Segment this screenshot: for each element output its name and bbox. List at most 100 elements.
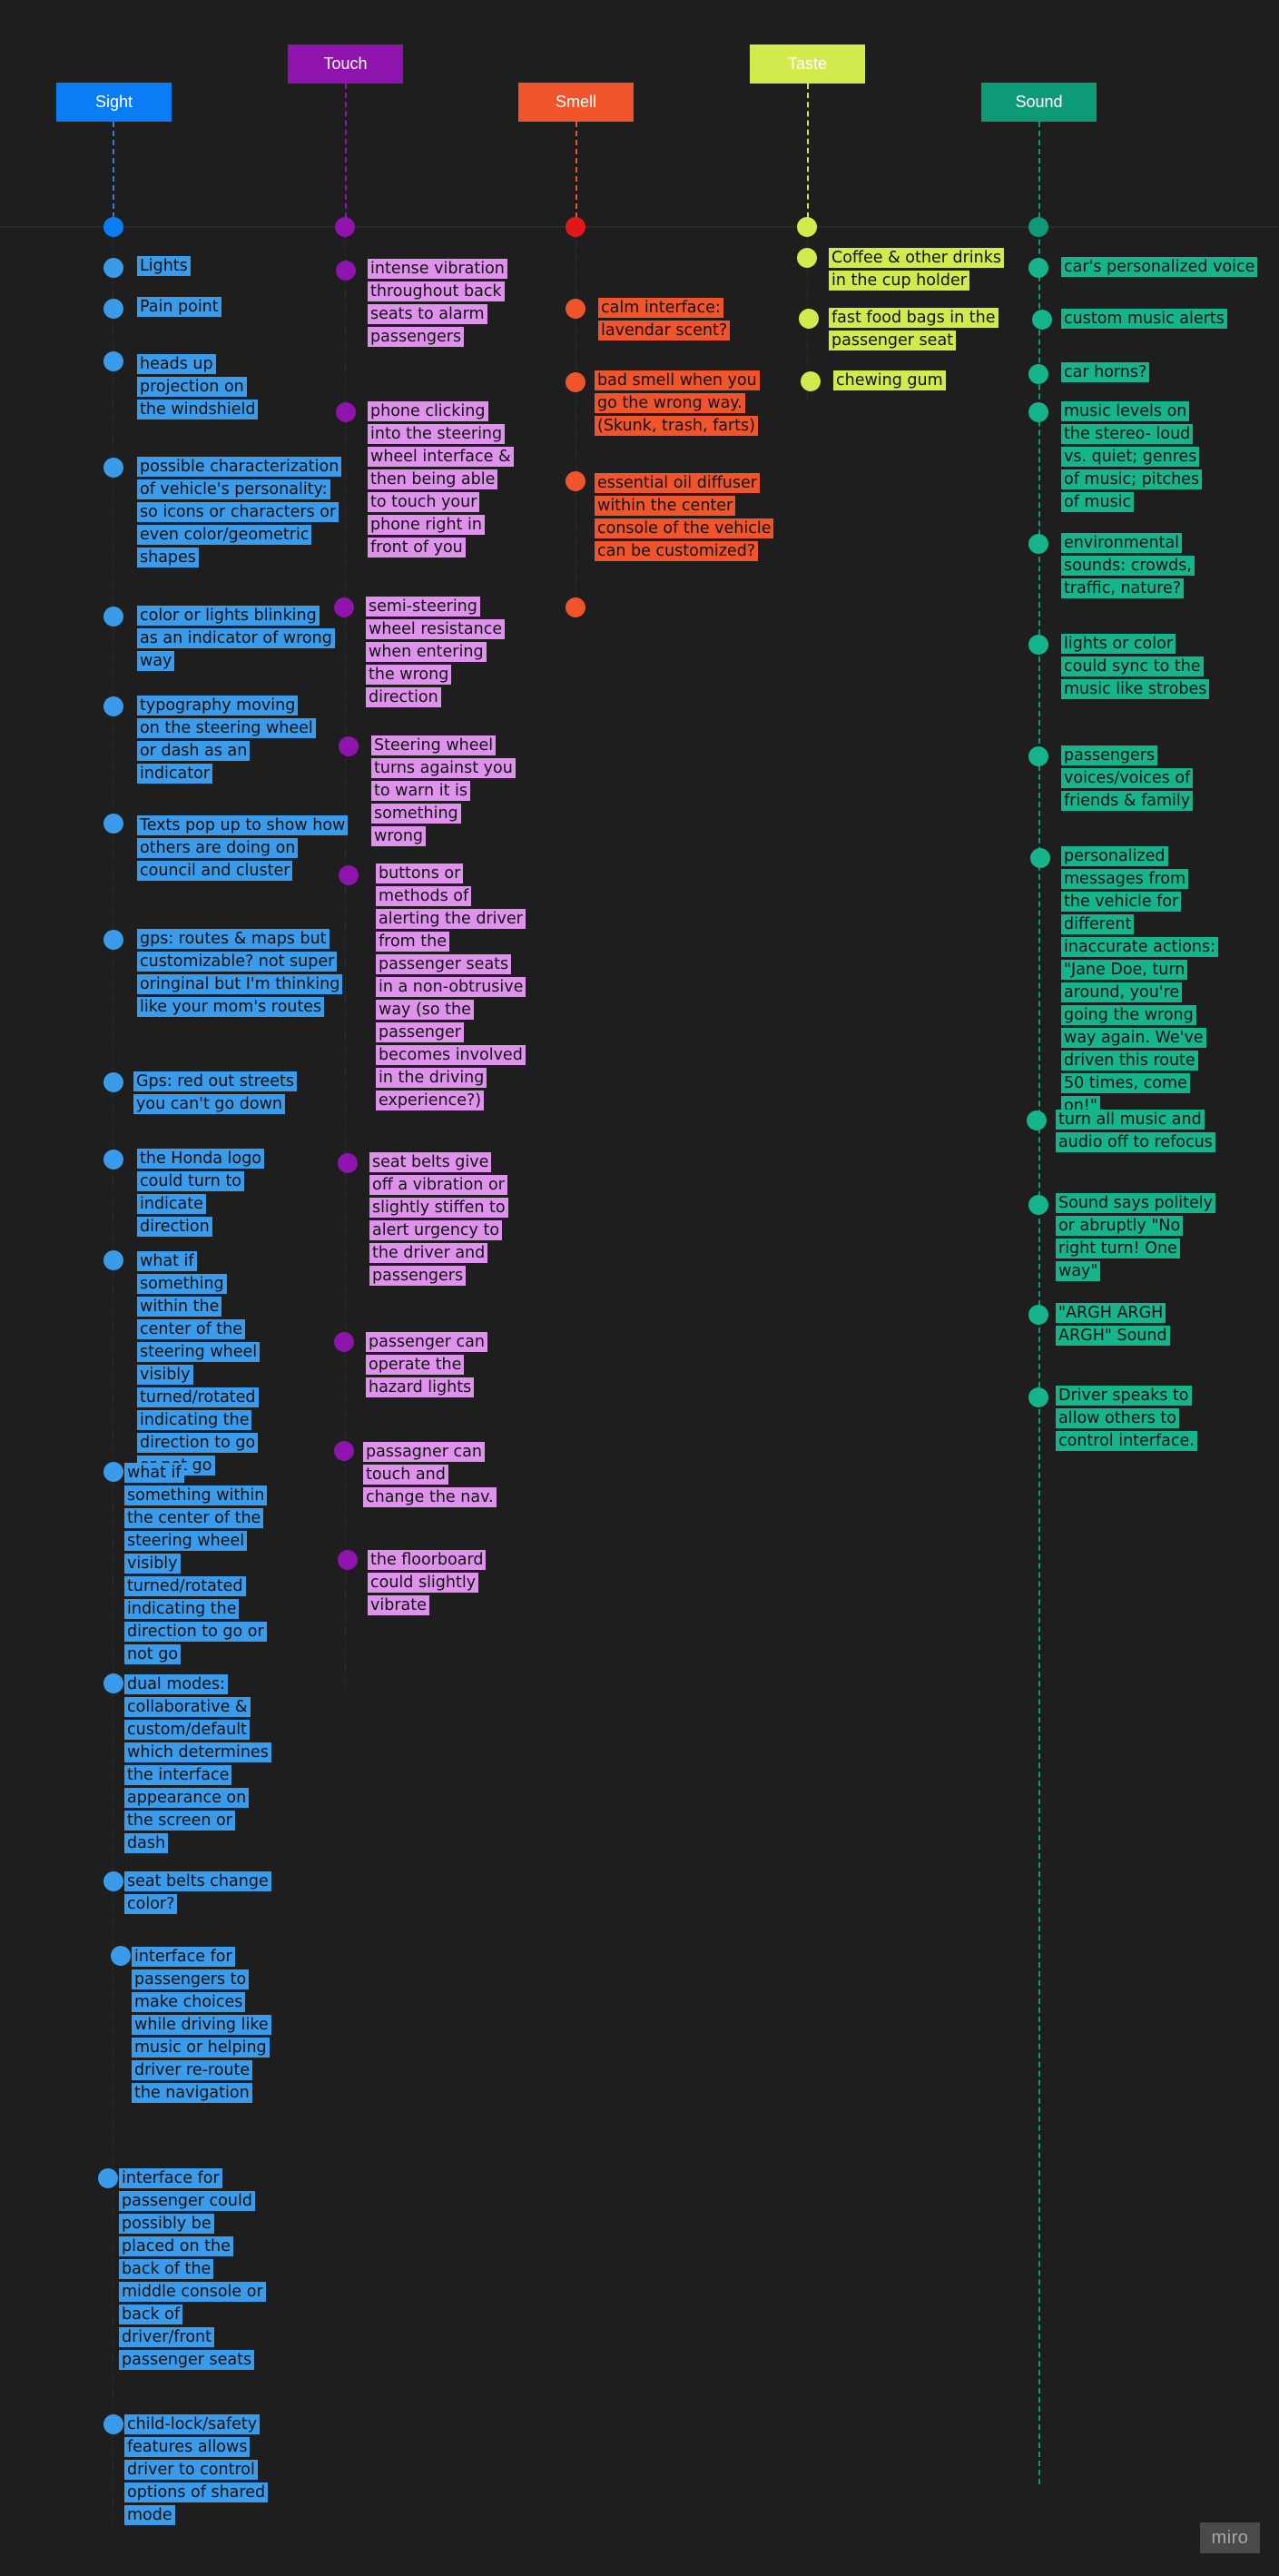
sight-dot	[103, 930, 123, 950]
smell-note[interactable]: bad smell when you go the wrong way. (Sk…	[595, 370, 776, 438]
sight-note[interactable]: typography moving on the steering wheel …	[137, 695, 319, 785]
sight-note[interactable]: Lights	[137, 255, 319, 278]
touch-note[interactable]: intense vibration throughout back seats …	[368, 258, 513, 349]
sight-dot	[103, 1673, 123, 1693]
sight-note[interactable]: Texts pop up to show how others are doin…	[137, 814, 349, 883]
sight-note[interactable]: Pain point	[137, 296, 319, 319]
sight-dot	[103, 696, 123, 716]
sight-note[interactable]: color or lights blinking as an indicator…	[137, 605, 339, 673]
sight-connector	[113, 122, 114, 227]
touch-dot	[339, 736, 359, 756]
sound-header[interactable]: Sound	[981, 83, 1097, 122]
sight-note[interactable]: interface for passenger could possibly b…	[119, 2167, 266, 2372]
smell-axis-dot	[566, 217, 585, 237]
touch-note[interactable]: passagner can touch and change the nav.	[363, 1441, 508, 1509]
sound-dot	[1028, 534, 1048, 554]
sound-note[interactable]: lights or color could sync to the music …	[1061, 633, 1215, 701]
sound-note[interactable]: turn all music and audio off to refocus	[1056, 1109, 1219, 1154]
touch-dot	[334, 597, 354, 617]
sound-dot	[1030, 848, 1050, 868]
sight-note[interactable]: gps: routes & maps but customizable? not…	[137, 928, 353, 1019]
touch-dot	[338, 1550, 358, 1570]
smell-dot	[566, 597, 585, 617]
sound-note[interactable]: Sound says politely or abruptly "No righ…	[1056, 1192, 1219, 1283]
sight-note[interactable]: dual modes: collaborative & custom/defau…	[124, 1673, 271, 1855]
taste-note[interactable]: fast food bags in the passenger seat	[829, 307, 1001, 352]
sight-dot	[103, 351, 123, 371]
touch-axis-dot	[335, 217, 355, 237]
sound-dot	[1028, 635, 1048, 655]
sight-dot	[103, 1462, 123, 1482]
touch-dot	[334, 1441, 354, 1461]
sound-note[interactable]: custom music alerts	[1061, 308, 1279, 331]
sound-dot	[1028, 364, 1048, 384]
sight-dot	[103, 1871, 123, 1891]
touch-dot	[338, 1153, 358, 1173]
touch-note[interactable]: semi-steering wheel resistance when ente…	[366, 596, 509, 709]
sight-note[interactable]: possible characterization of vehicle's p…	[137, 456, 344, 569]
sight-note[interactable]: what if something within the center of t…	[137, 1250, 273, 1477]
sight-note[interactable]: interface for passengers to make choices…	[132, 1946, 277, 2105]
sound-note[interactable]: "ARGH ARGH ARGH" Sound	[1056, 1302, 1219, 1347]
smell-note[interactable]: essential oil diffuser within the center…	[595, 472, 791, 563]
sight-dot	[103, 1072, 123, 1092]
sight-dot	[103, 1150, 123, 1170]
taste-dot	[801, 371, 821, 391]
sight-dot	[103, 2414, 123, 2434]
touch-timeline	[345, 236, 346, 1689]
sight-dot	[103, 607, 123, 627]
sight-axis-dot	[103, 217, 123, 237]
sound-dot	[1028, 258, 1048, 278]
touch-dot	[339, 865, 359, 885]
sight-dot	[98, 2168, 118, 2188]
sound-note[interactable]: car's personalized voice	[1061, 256, 1279, 279]
touch-connector	[345, 84, 347, 227]
horizontal-axis	[0, 226, 1279, 228]
smell-connector	[576, 122, 577, 227]
sight-header[interactable]: Sight	[56, 83, 172, 122]
sight-note[interactable]: seat belts change color?	[124, 1870, 271, 1916]
touch-header[interactable]: Touch	[288, 44, 403, 84]
smell-dot	[566, 471, 585, 491]
touch-dot	[336, 261, 356, 281]
smell-note[interactable]: calm interface: lavendar scent?	[598, 297, 780, 342]
taste-dot	[799, 309, 819, 329]
sight-dot	[103, 458, 123, 478]
taste-note[interactable]: chewing gum	[833, 370, 1006, 392]
sound-note[interactable]: personalized messages from the vehicle f…	[1061, 845, 1219, 1118]
sound-note[interactable]: car horns?	[1061, 361, 1279, 384]
sound-dot	[1028, 1195, 1048, 1215]
sight-note[interactable]: the Honda logo could turn to indicate di…	[137, 1148, 273, 1239]
touch-note[interactable]: the floorboard could slightly vibrate	[368, 1549, 493, 1617]
sound-dot	[1028, 1305, 1048, 1325]
sound-note[interactable]: music levels on the stereo- loud vs. qui…	[1061, 400, 1215, 514]
touch-note[interactable]: phone clicking into the steering wheel i…	[368, 400, 515, 559]
sound-dot	[1028, 402, 1048, 422]
taste-header[interactable]: Taste	[750, 44, 865, 84]
sight-dot	[103, 299, 123, 319]
sight-note[interactable]: heads up projection on the windshield	[137, 353, 264, 421]
touch-note[interactable]: buttons or methods of alerting the drive…	[376, 863, 526, 1112]
sound-dot	[1028, 746, 1048, 766]
sound-note[interactable]: passengers voices/voices of friends & fa…	[1061, 745, 1197, 813]
miro-logo[interactable]: miro	[1200, 2522, 1260, 2553]
sight-note[interactable]: Gps: red out streets you can't go down	[133, 1071, 320, 1116]
touch-dot	[334, 1332, 354, 1352]
touch-note[interactable]: Steering wheel turns against you to warn…	[371, 735, 516, 848]
smell-dot	[566, 372, 585, 392]
sound-dot	[1027, 1110, 1047, 1130]
sight-note[interactable]: child-lock/safety features allows driver…	[124, 2413, 271, 2527]
sound-note[interactable]: Driver speaks to allow others to control…	[1056, 1385, 1201, 1453]
sound-note[interactable]: environmental sounds: crowds, traffic, n…	[1061, 532, 1197, 600]
smell-header[interactable]: Smell	[518, 83, 634, 122]
touch-note[interactable]: seat belts give off a vibration or sligh…	[369, 1151, 511, 1288]
sight-note[interactable]: what if something within the center of t…	[124, 1462, 268, 1666]
taste-connector	[807, 84, 809, 227]
taste-dot	[797, 248, 817, 268]
sound-axis-dot	[1028, 217, 1048, 237]
taste-note[interactable]: Coffee & other drinks in the cup holder	[829, 247, 1004, 292]
touch-note[interactable]: passenger can operate the hazard lights	[366, 1331, 495, 1399]
touch-dot	[336, 402, 356, 422]
sight-dot	[103, 814, 123, 834]
